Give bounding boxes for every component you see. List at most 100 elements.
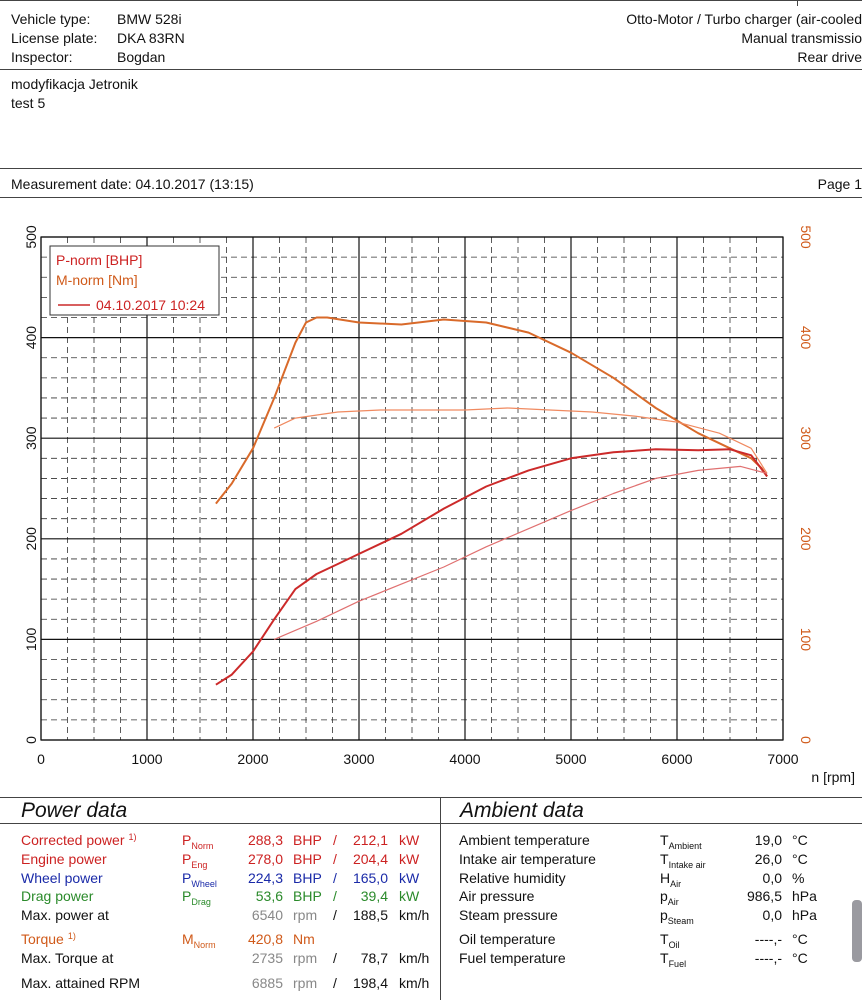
ambient-row-symbol: TIntake air <box>660 851 706 870</box>
power-row-label: Drag power <box>21 888 94 904</box>
symbol-subscript: Ambient <box>668 841 702 851</box>
power-row-unit-2: kW <box>399 851 420 867</box>
footnote-marker: 1) <box>128 832 137 842</box>
power-row-value-1: 6885 <box>251 975 283 991</box>
x-tick-label: 0 <box>37 751 45 767</box>
power-row-symbol: PWheel <box>182 870 217 889</box>
ambient-row-label: Relative humidity <box>459 870 566 886</box>
power-row-unit-1: BHP <box>293 870 322 886</box>
panel-divider <box>440 797 441 1000</box>
divider <box>0 69 862 70</box>
ambient-row-unit: °C <box>792 950 808 966</box>
top-border-tick <box>797 0 798 6</box>
symbol-letter: M <box>182 931 194 947</box>
power-row-value-2: 39,4 <box>360 888 388 904</box>
scrollbar[interactable] <box>852 900 862 962</box>
power-row-unit-1: rpm <box>293 975 318 991</box>
y2-tick-label: 100 <box>798 628 814 652</box>
power-row-unit-1: rpm <box>293 950 318 966</box>
ambient-row-unit: °C <box>792 931 808 947</box>
symbol-letter: P <box>182 851 192 867</box>
symbol-subscript: Fuel <box>668 959 687 969</box>
ambient-row-value: 0,0 <box>762 870 782 886</box>
power-row-unit-1: BHP <box>293 851 322 867</box>
ambient-row-unit: °C <box>792 851 808 867</box>
symbol-subscript: Oil <box>668 940 680 950</box>
legend-mnorm: M-norm [Nm] <box>56 272 138 288</box>
symbol-letter: T <box>660 931 669 947</box>
power-row-unit-2: km/h <box>399 975 430 991</box>
y-tick-label: 100 <box>23 628 39 652</box>
curve-torque_drag <box>273 407 768 474</box>
notes-line-2: test 5 <box>11 95 46 111</box>
power-row-unit-1: BHP <box>293 832 322 848</box>
notes-line-1: modyfikacja Jetronik <box>11 76 138 92</box>
power-row-label: Engine power <box>21 851 107 867</box>
measurement-date: Measurement date: 04.10.2017 (13:15) <box>11 176 254 192</box>
symbol-letter: p <box>660 907 668 923</box>
inspector-value: Bogdan <box>117 49 166 65</box>
power-row-unit-2: kW <box>399 870 420 886</box>
legend-box <box>49 245 220 316</box>
curve-power <box>215 448 768 686</box>
ambient-row-label: Steam pressure <box>459 907 558 923</box>
inspector-label: Inspector: <box>11 49 73 65</box>
engine-type: Otto-Motor / Turbo charger (air-cooled <box>626 11 862 27</box>
symbol-subscript: Steam <box>667 916 694 926</box>
ambient-row-value: 26,0 <box>754 851 782 867</box>
power-row-label-text: Torque <box>21 931 64 947</box>
power-row-unit-1: rpm <box>293 907 318 923</box>
power-row-label: Max. power at <box>21 907 109 923</box>
x-axis-label: n [rpm] <box>811 769 855 785</box>
ambient-row-symbol: pAir <box>660 888 679 907</box>
power-row-value-2: 198,4 <box>352 975 388 991</box>
ambient-row-unit: % <box>792 870 805 886</box>
license-plate-value: DKA 83RN <box>117 30 185 46</box>
power-row-value-1: 6540 <box>251 907 283 923</box>
footnote-marker: 1) <box>67 931 76 941</box>
power-row-separator: / <box>333 975 337 991</box>
x-tick-label: 4000 <box>449 751 480 767</box>
power-row-value-1: 278,0 <box>247 851 283 867</box>
power-row-unit-2: km/h <box>399 907 430 923</box>
ambient-row-label: Intake air temperature <box>459 851 596 867</box>
ambient-row-unit: °C <box>792 832 808 848</box>
power-row-value-2: 165,0 <box>352 870 388 886</box>
power-row-symbol: PEng <box>182 851 208 870</box>
power-row-value-1: 420,8 <box>247 931 283 947</box>
power-row-value-1: 53,6 <box>255 888 283 904</box>
ambient-row-symbol: TAmbient <box>660 832 702 851</box>
power-row-value-1: 224,3 <box>247 870 283 886</box>
license-plate-label: License plate: <box>11 30 98 46</box>
y2-tick-label: 500 <box>798 225 814 249</box>
y-tick-label: 0 <box>23 736 39 744</box>
ambient-row-label: Air pressure <box>459 888 535 904</box>
ambient-row-unit: hPa <box>792 907 817 923</box>
chart-curves <box>215 316 768 686</box>
x-tick-label: 7000 <box>767 751 798 767</box>
ambient-row-value: 19,0 <box>754 832 782 848</box>
symbol-letter: p <box>660 888 668 904</box>
power-row-separator: / <box>333 832 337 848</box>
power-row-symbol: PNorm <box>182 832 214 851</box>
symbol-letter: H <box>660 870 671 886</box>
symbol-subscript: Wheel <box>191 879 217 889</box>
page-number: Page 1 <box>817 176 862 192</box>
y-tick-label: 400 <box>23 326 39 350</box>
ambient-row-unit: hPa <box>792 888 817 904</box>
symbol-letter: P <box>182 870 192 886</box>
power-row-separator: / <box>333 907 337 923</box>
symbol-subscript: Norm <box>191 841 214 851</box>
power-row-value-2: 78,7 <box>360 950 388 966</box>
power-row-separator: / <box>333 870 337 886</box>
power-row-separator: / <box>333 888 337 904</box>
power-row-label-text: Corrected power <box>21 832 125 848</box>
curve-power_drag <box>273 465 768 640</box>
symbol-subscript: Intake air <box>668 860 706 870</box>
power-row-value-2: 212,1 <box>352 832 388 848</box>
symbol-letter: T <box>660 832 669 848</box>
symbol-subscript: Eng <box>191 860 208 870</box>
power-row-unit-2: kW <box>399 832 420 848</box>
power-row-label: Max. Torque at <box>21 950 114 966</box>
power-row-value-2: 204,4 <box>352 851 388 867</box>
